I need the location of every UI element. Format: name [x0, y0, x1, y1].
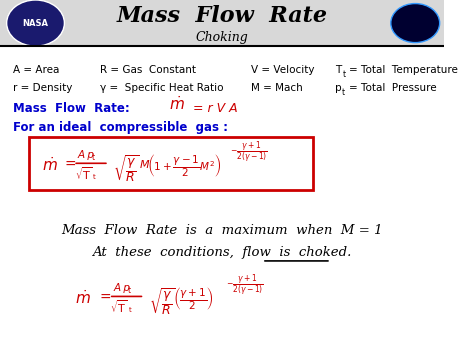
Text: A p: A p [78, 150, 95, 160]
Text: A p: A p [113, 283, 130, 293]
Text: M: M [140, 160, 149, 170]
Text: M = Mach: M = Mach [251, 82, 303, 93]
Text: $\dot{m}$: $\dot{m}$ [75, 289, 91, 307]
Text: = r V A: = r V A [193, 102, 238, 115]
Text: t: t [343, 70, 346, 79]
Text: γ =  Specific Heat Ratio: γ = Specific Heat Ratio [100, 82, 223, 93]
Text: $\dot{m}$: $\dot{m}$ [169, 95, 184, 113]
Text: $\left(1+\dfrac{\gamma -1}{2}M^2\right)$: $\left(1+\dfrac{\gamma -1}{2}M^2\right)$ [146, 152, 221, 179]
Text: $\left(\dfrac{\gamma+1}{2}\right)$: $\left(\dfrac{\gamma+1}{2}\right)$ [173, 285, 214, 312]
Text: $\sqrt{\mathregular{T}}$: $\sqrt{\mathregular{T}}$ [110, 299, 128, 316]
Text: A = Area: A = Area [13, 65, 60, 75]
Text: t: t [128, 286, 130, 295]
Text: $-\dfrac{\gamma+1}{2(\gamma-1)}$: $-\dfrac{\gamma+1}{2(\gamma-1)}$ [230, 140, 268, 164]
Text: Mass  Flow  Rate  is  a  maximum  when  M = 1: Mass Flow Rate is a maximum when M = 1 [61, 224, 383, 237]
Text: NASA: NASA [23, 18, 48, 28]
Text: r = Density: r = Density [13, 82, 73, 93]
Text: V = Velocity: V = Velocity [251, 65, 314, 75]
Text: Mass  Flow  Rate: Mass Flow Rate [117, 5, 328, 27]
Text: $\sqrt{\mathregular{T}}$: $\sqrt{\mathregular{T}}$ [74, 165, 92, 182]
Text: = Total  Pressure: = Total Pressure [348, 82, 436, 93]
Text: t: t [92, 153, 95, 162]
Text: $\sqrt{\dfrac{\gamma}{R}}$: $\sqrt{\dfrac{\gamma}{R}}$ [149, 286, 175, 317]
Text: t: t [92, 174, 95, 180]
Text: Choking: Choking [196, 31, 248, 44]
Circle shape [7, 0, 64, 46]
Text: t: t [128, 307, 131, 313]
Text: = Total  Temperature: = Total Temperature [348, 65, 457, 75]
Text: R = Gas  Constant: R = Gas Constant [100, 65, 196, 75]
Text: =: = [64, 158, 76, 172]
Text: For an ideal  compressible  gas :: For an ideal compressible gas : [13, 121, 228, 134]
Text: At  these  conditions,  flow  is  choked.: At these conditions, flow is choked. [92, 246, 352, 258]
FancyBboxPatch shape [29, 137, 313, 190]
Text: t: t [342, 88, 345, 97]
Text: $-\dfrac{\gamma+1}{2(\gamma-1)}$: $-\dfrac{\gamma+1}{2(\gamma-1)}$ [226, 273, 264, 297]
Text: $\dot{m}$: $\dot{m}$ [42, 156, 58, 174]
Text: p: p [335, 82, 342, 93]
FancyBboxPatch shape [0, 0, 444, 46]
Text: T: T [335, 65, 342, 75]
Text: Mass  Flow  Rate:: Mass Flow Rate: [13, 102, 130, 115]
Circle shape [391, 4, 440, 43]
Text: $\sqrt{\dfrac{\gamma}{R}}$: $\sqrt{\dfrac{\gamma}{R}}$ [113, 153, 140, 184]
Text: =: = [100, 291, 111, 305]
